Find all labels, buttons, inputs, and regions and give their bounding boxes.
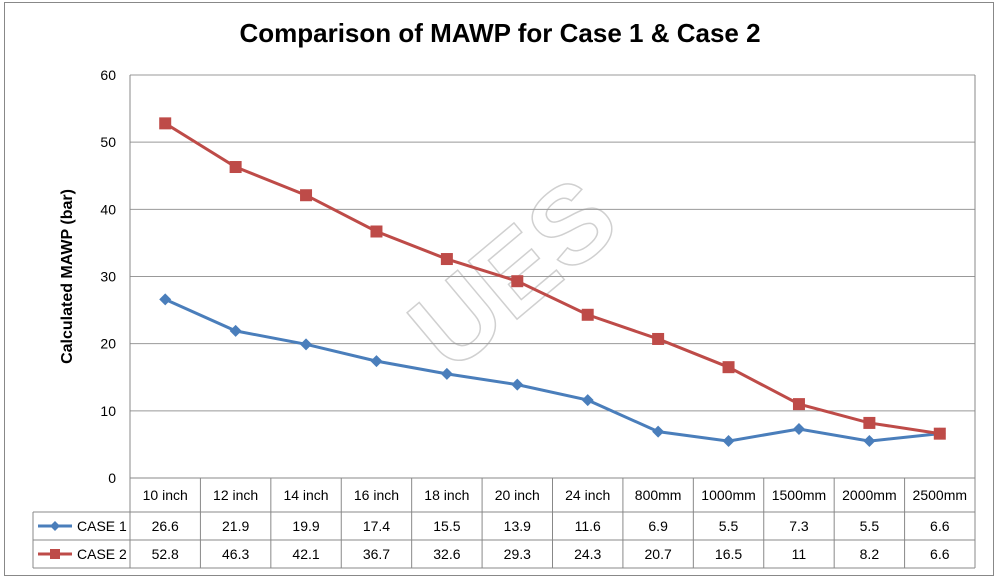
table-cell: 36.7: [363, 546, 390, 562]
data-point-diamond: [581, 394, 594, 407]
legend-label: CASE 1: [77, 518, 127, 534]
table-cell: 42.1: [292, 546, 319, 562]
data-point-diamond: [300, 338, 313, 351]
data-point-square: [652, 332, 665, 345]
x-category-label: 1500mm: [772, 487, 826, 503]
x-category-label: 1000mm: [701, 487, 755, 503]
data-point-diamond: [370, 355, 383, 368]
data-point-diamond: [792, 422, 805, 435]
y-tick-label: 50: [100, 134, 116, 150]
data-point-square: [511, 275, 524, 288]
data-point-square: [159, 117, 172, 130]
data-point-square: [300, 189, 313, 202]
x-category-label: 16 inch: [354, 487, 399, 503]
y-tick-label: 0: [108, 470, 116, 486]
y-tick-label: 10: [100, 403, 116, 419]
table-cell: 13.9: [504, 518, 531, 534]
x-category-label: 10 inch: [143, 487, 188, 503]
table-cell: 46.3: [222, 546, 249, 562]
y-tick-label: 60: [100, 67, 116, 83]
x-category-label: 800mm: [635, 487, 682, 503]
x-category-label: 20 inch: [495, 487, 540, 503]
table-cell: 16.5: [715, 546, 742, 562]
data-point-square: [933, 427, 946, 440]
x-category-label: 14 inch: [283, 487, 328, 503]
data-point-square: [722, 361, 735, 374]
data-point-square: [370, 225, 383, 238]
table-cell: 6.9: [648, 518, 668, 534]
table-cell: 24.3: [574, 546, 601, 562]
y-axis-label: Calculated MAWP (bar): [59, 189, 76, 364]
data-point-square: [440, 253, 453, 266]
x-category-label: 18 inch: [424, 487, 469, 503]
table-cell: 6.6: [930, 546, 950, 562]
legend-marker-square: [50, 549, 60, 559]
table-cell: 19.9: [292, 518, 319, 534]
x-category-label: 2000mm: [842, 487, 896, 503]
table-cell: 11.6: [575, 518, 601, 534]
data-point-diamond: [863, 435, 876, 448]
x-category-label: 12 inch: [213, 487, 258, 503]
data-point-diamond: [652, 425, 665, 438]
table-cell: 29.3: [504, 546, 531, 562]
table-cell: 26.6: [152, 518, 179, 534]
data-point-square: [581, 308, 594, 321]
table-cell: 5.5: [719, 518, 739, 534]
data-point-square: [229, 161, 242, 174]
data-point-diamond: [722, 435, 735, 448]
x-category-label: 2500mm: [913, 487, 967, 503]
table-cell: 11: [792, 546, 807, 562]
data-point-diamond: [511, 378, 524, 391]
chart-title: Comparison of MAWP for Case 1 & Case 2: [239, 18, 761, 48]
y-tick-label: 40: [100, 201, 116, 217]
table-cell: 15.5: [433, 518, 460, 534]
chart-frame: [4, 2, 994, 576]
series-line-2: [164, 122, 941, 436]
data-point-diamond: [159, 293, 172, 306]
table-cell: 8.2: [860, 546, 880, 562]
legend-marker-diamond: [50, 521, 60, 531]
y-tick-label: 30: [100, 269, 116, 285]
series-line-1: [164, 297, 940, 443]
legend-label: CASE 2: [77, 546, 127, 562]
y-tick-label: 20: [100, 336, 116, 352]
table-cell: 6.6: [930, 518, 950, 534]
data-point-diamond: [440, 367, 453, 380]
data-point-square: [863, 416, 876, 429]
table-cell: 32.6: [433, 546, 460, 562]
table-cell: 21.9: [222, 518, 249, 534]
data-point-square: [792, 398, 805, 411]
table-cell: 7.3: [789, 518, 809, 534]
table-cell: 20.7: [645, 546, 672, 562]
table-cell: 5.5: [860, 518, 880, 534]
data-point-diamond: [229, 324, 242, 337]
table-cell: 17.4: [363, 518, 390, 534]
table-cell: 52.8: [152, 546, 179, 562]
x-category-label: 24 inch: [565, 487, 610, 503]
